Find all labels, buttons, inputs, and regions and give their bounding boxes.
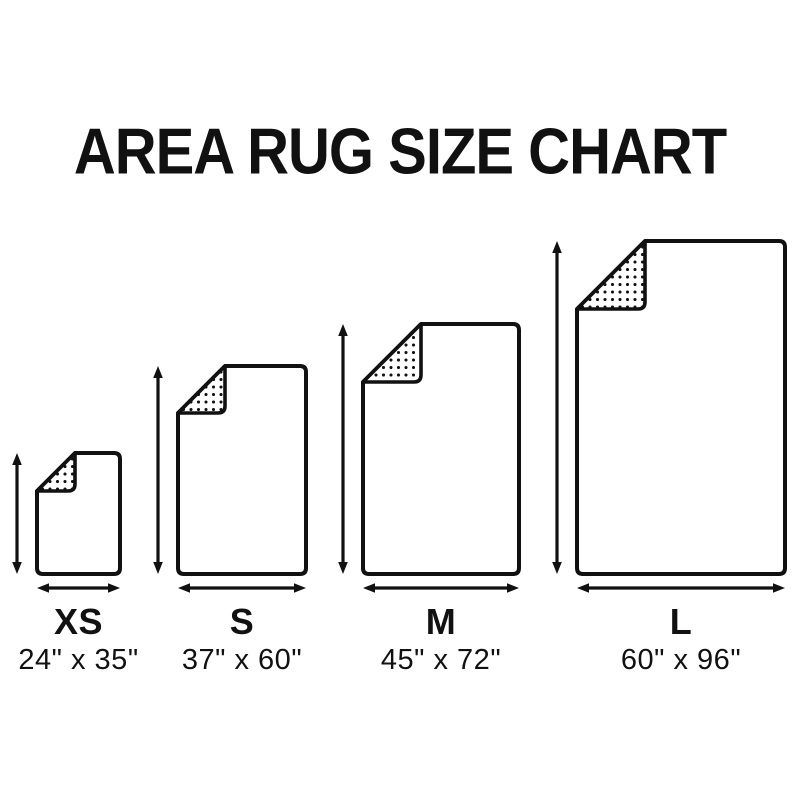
rug-dimensions-text: 37" x 60" bbox=[181, 643, 303, 676]
rug-illustration bbox=[338, 322, 521, 593]
rug-group-xs: XS 24" x 35" bbox=[12, 0, 138, 800]
height-arrow bbox=[12, 453, 22, 574]
rug-outline bbox=[176, 364, 308, 576]
rug-dimensions-label-s: 37" x 60" bbox=[178, 642, 306, 678]
rug-illustration bbox=[552, 239, 787, 593]
rug-size-label-m: M bbox=[363, 601, 519, 642]
rug-size-text: S bbox=[229, 601, 255, 642]
rug-dimensions-text: 45" x 72" bbox=[380, 643, 502, 676]
rug-size-label-s: S bbox=[178, 601, 306, 642]
rug-outline bbox=[575, 239, 787, 576]
chart-title: AREA RUG SIZE CHART bbox=[73, 115, 727, 188]
rug-group-l: L 60" x 96" bbox=[552, 0, 787, 800]
rug-figure-s bbox=[148, 363, 314, 600]
folded-corner-dots bbox=[37, 453, 75, 491]
width-arrow bbox=[363, 583, 519, 593]
height-arrow bbox=[153, 366, 163, 574]
rug-size-label-xs: XS bbox=[37, 601, 120, 642]
rug-illustration bbox=[153, 364, 308, 593]
rug-figure-xs bbox=[7, 450, 128, 600]
width-arrow bbox=[577, 583, 785, 593]
rug-figure-l bbox=[547, 238, 793, 600]
height-arrow bbox=[552, 241, 562, 574]
rug-outline bbox=[361, 322, 521, 576]
rug-dimensions-label-m: 45" x 72" bbox=[363, 642, 519, 678]
folded-corner-dots bbox=[363, 324, 421, 382]
rug-group-m: M 45" x 72" bbox=[338, 0, 521, 800]
rug-dimensions-text: 60" x 96" bbox=[620, 643, 742, 676]
rug-size-text: XS bbox=[53, 601, 104, 642]
rug-size-text: M bbox=[425, 601, 457, 642]
rug-dimensions-label-xs: 24" x 35" bbox=[18, 642, 138, 678]
rug-dimensions-text: 24" x 35" bbox=[18, 643, 139, 676]
folded-corner-dots bbox=[178, 366, 225, 413]
rug-figure-m bbox=[333, 321, 527, 600]
rug-group-s: S 37" x 60" bbox=[153, 0, 308, 800]
width-arrow bbox=[37, 583, 120, 593]
rug-dimensions-label-l: 60" x 96" bbox=[577, 642, 785, 678]
rug-illustration bbox=[12, 451, 122, 593]
rug-outline bbox=[35, 451, 122, 576]
width-arrow bbox=[178, 583, 306, 593]
folded-corner-dots bbox=[577, 241, 645, 309]
rug-size-text: L bbox=[669, 601, 693, 642]
height-arrow bbox=[338, 324, 348, 574]
rug-size-label-l: L bbox=[577, 601, 785, 642]
